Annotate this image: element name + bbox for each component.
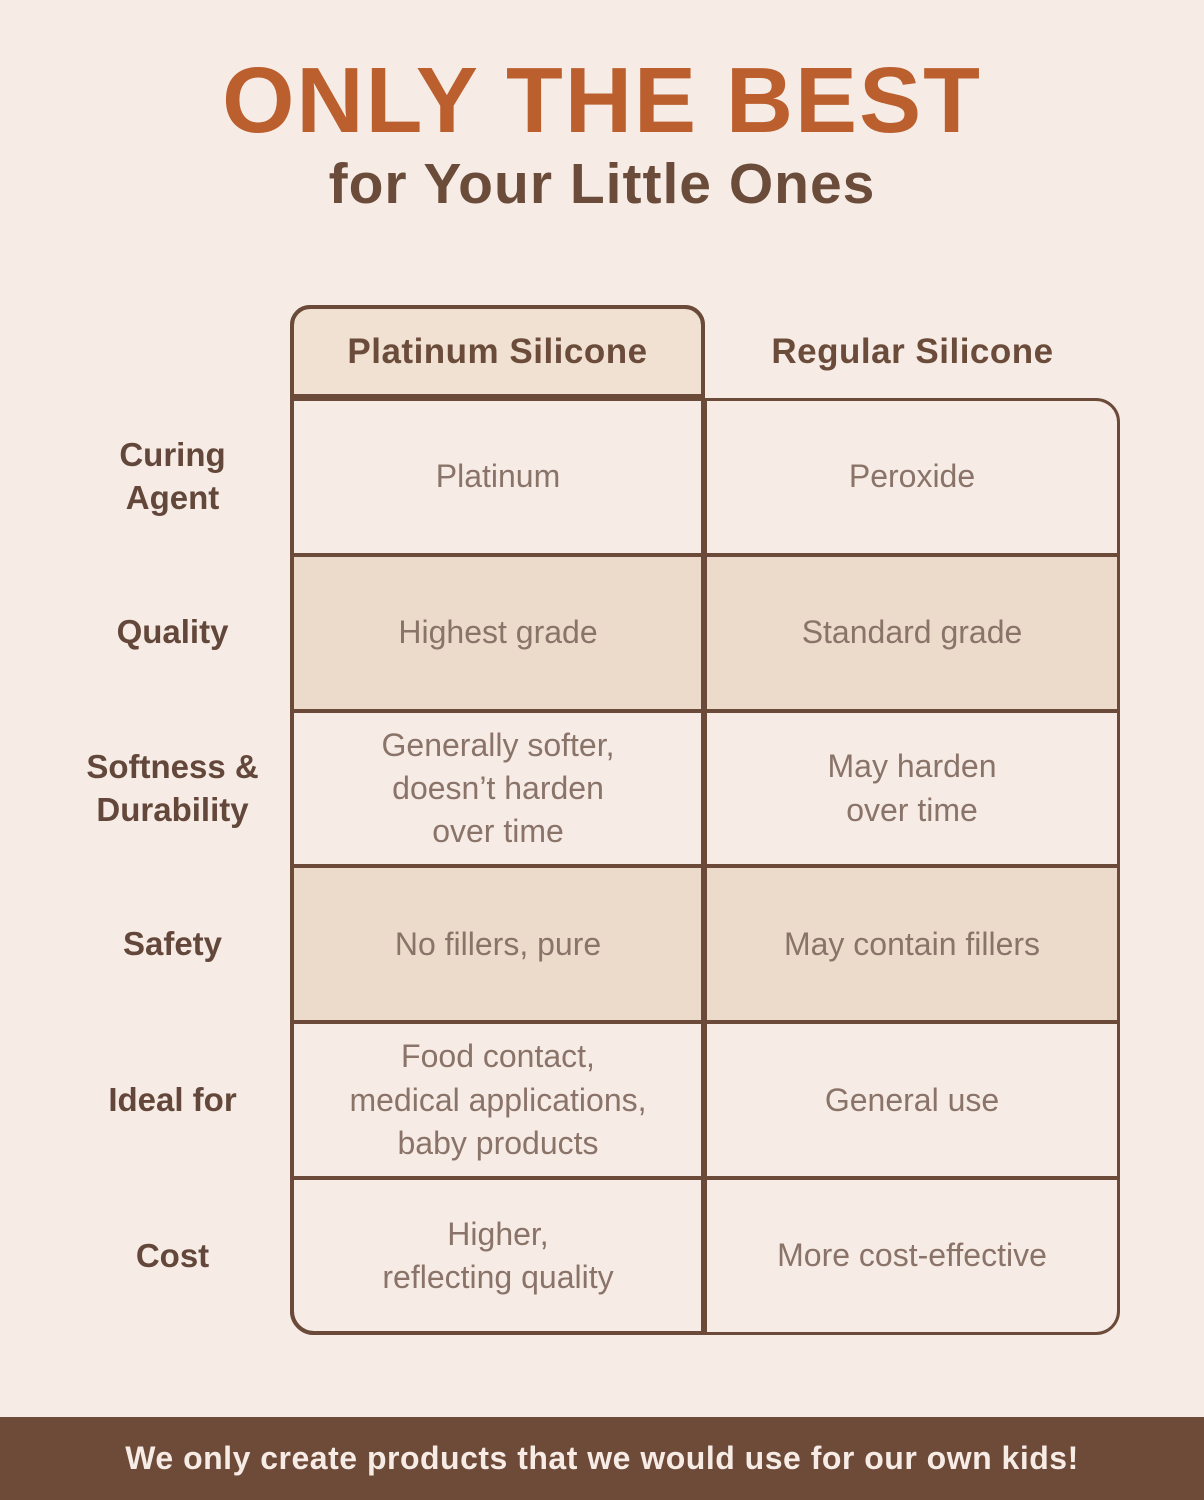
page-subtitle: for Your Little Ones (328, 151, 876, 216)
cell-platinum-curing-agent: Platinum (293, 401, 703, 553)
row-label-quality: Quality (116, 613, 229, 651)
comparison-table-body: Platinum Peroxide Highest grade Standard… (290, 398, 1120, 1335)
cell-platinum-ideal-for: Food contact, medical applications, baby… (293, 1024, 703, 1177)
cell-regular-safety: May contain fillers (707, 868, 1117, 1021)
row-label-column: Curing Agent Quality Softness & Durabili… (55, 398, 290, 1335)
cell-platinum-safety: No fillers, pure (293, 868, 703, 1021)
row-label-safety: Safety (122, 924, 223, 962)
footer-banner: We only create products that we would us… (0, 1417, 1204, 1500)
column-header-platinum-silicone: Platinum Silicone (290, 305, 705, 398)
column-header-regular-silicone: Regular Silicone (771, 331, 1054, 371)
row-label-curing-agent: Curing Agent (119, 436, 226, 516)
page-title: ONLY THE BEST (222, 48, 982, 152)
cell-regular-quality: Standard grade (707, 556, 1117, 709)
row-label-softness-durability: Softness & Durability (86, 747, 259, 828)
title-block: ONLY THE BEST for Your Little Ones (0, 0, 1204, 215)
cell-regular-softness-durability: May harden over time (707, 712, 1117, 865)
cell-regular-curing-agent: Peroxide (707, 401, 1117, 553)
row-label-ideal-for: Ideal for (108, 1080, 237, 1118)
cell-regular-ideal-for: General use (707, 1024, 1117, 1177)
footer-text: We only create products that we would us… (125, 1440, 1079, 1476)
cell-platinum-softness-durability: Generally softer, doesn’t harden over ti… (293, 712, 703, 865)
cell-regular-cost: More cost-effective (707, 1180, 1117, 1332)
cell-platinum-quality: Highest grade (293, 556, 703, 709)
cell-platinum-cost: Higher, reflecting quality (293, 1180, 703, 1332)
row-label-cost: Cost (135, 1236, 210, 1274)
